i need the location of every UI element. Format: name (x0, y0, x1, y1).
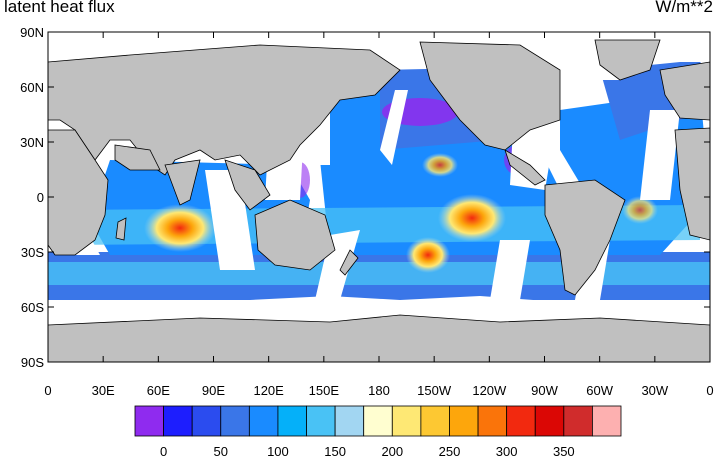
map-title: latent heat flux (4, 0, 115, 16)
lat-tick-label: 90S (21, 355, 44, 370)
land-new-zealand (339, 249, 359, 276)
lon-tick-label: 90W (531, 383, 558, 398)
colorbar-swatch (277, 405, 307, 437)
land-southeast-asia (224, 159, 271, 211)
hotspot-south-pacific (406, 237, 450, 273)
latitude-axis: 90N 60N 30N 0 30S 60S 90S (20, 25, 710, 370)
land-greenland (594, 39, 661, 81)
lon-tick-label: 30W (641, 383, 668, 398)
colorbar-swatch (363, 405, 393, 437)
land-africa (48, 129, 109, 256)
colorbar-label: 200 (381, 444, 403, 457)
lon-tick-label: 60W (586, 383, 613, 398)
colorbar-label: 300 (496, 444, 518, 457)
lat-tick-label: 60N (20, 80, 44, 95)
lon-tick-label: 60E (147, 383, 170, 398)
lat-tick-label: 30N (20, 135, 44, 150)
lon-tick-label: 120E (253, 383, 284, 398)
colorbar-swatch (220, 405, 250, 437)
colorbar-swatch (163, 405, 193, 437)
land-africa-west (674, 127, 710, 241)
colorbar-swatch (420, 405, 450, 437)
colorbar-swatch (477, 405, 508, 437)
hotspot-north-pacific (422, 153, 458, 177)
flux-band-southern-ocean-light (48, 262, 710, 285)
lon-tick-label: 180 (368, 383, 390, 398)
colorbar: 0 50 100 150 200 250 300 350 (134, 405, 622, 457)
lat-tick-label: 30S (21, 245, 44, 260)
colorbar-swatch (534, 405, 565, 437)
lat-tick-label: 0 (37, 190, 44, 205)
land-europe-west (659, 61, 710, 121)
colorbar-swatch (306, 405, 336, 437)
colorbar-swatch (248, 405, 279, 437)
lon-tick-label: 150E (309, 383, 340, 398)
longitude-axis: 0 30E 60E 90E 120E 150E 180 150W 120W 90W 60W 30W 0 (44, 32, 714, 398)
hotspot-east-pacific (438, 194, 506, 242)
land-india (164, 159, 201, 206)
lon-tick-label: 150W (417, 383, 452, 398)
colorbar-swatch (334, 405, 365, 437)
colorbar-label: 150 (324, 444, 346, 457)
swath-gap (640, 110, 680, 200)
land-madagascar (115, 217, 127, 241)
colorbar-swatch (592, 405, 622, 437)
swath-gap (380, 90, 408, 165)
lat-tick-label: 90N (20, 25, 44, 40)
lon-tick-label: 0 (706, 383, 713, 398)
lon-tick-label: 30E (92, 383, 115, 398)
colorbar-swatch (563, 405, 593, 437)
units-label: W/m**2 (655, 0, 713, 16)
colorbar-swatch (449, 405, 479, 437)
colorbar-label: 250 (439, 444, 461, 457)
colorbar-label: 100 (267, 444, 289, 457)
hotspot-atlantic (622, 196, 658, 224)
colorbar-swatch (506, 405, 536, 437)
colorbar-swatch (191, 405, 222, 437)
colorbar-swatch (134, 405, 164, 437)
colorbar-swatch (391, 405, 422, 437)
land-arabia (114, 144, 161, 171)
colorbar-label: 50 (214, 444, 228, 457)
map-panel (48, 32, 710, 362)
colorbar-label: 350 (553, 444, 575, 457)
land-masses (48, 39, 710, 362)
land-australia (254, 199, 336, 271)
lon-tick-label: 120W (472, 383, 507, 398)
swath-gap (315, 230, 360, 300)
colorbar-label: 0 (160, 444, 167, 457)
land-central-america (504, 149, 546, 186)
lon-tick-label: 90E (202, 383, 225, 398)
lat-tick-label: 60S (21, 300, 44, 315)
land-south-america (544, 179, 626, 296)
swath-gap (490, 240, 530, 300)
hotspot-indian (144, 204, 216, 252)
lon-tick-label: 0 (44, 383, 51, 398)
land-antarctica (48, 314, 710, 362)
